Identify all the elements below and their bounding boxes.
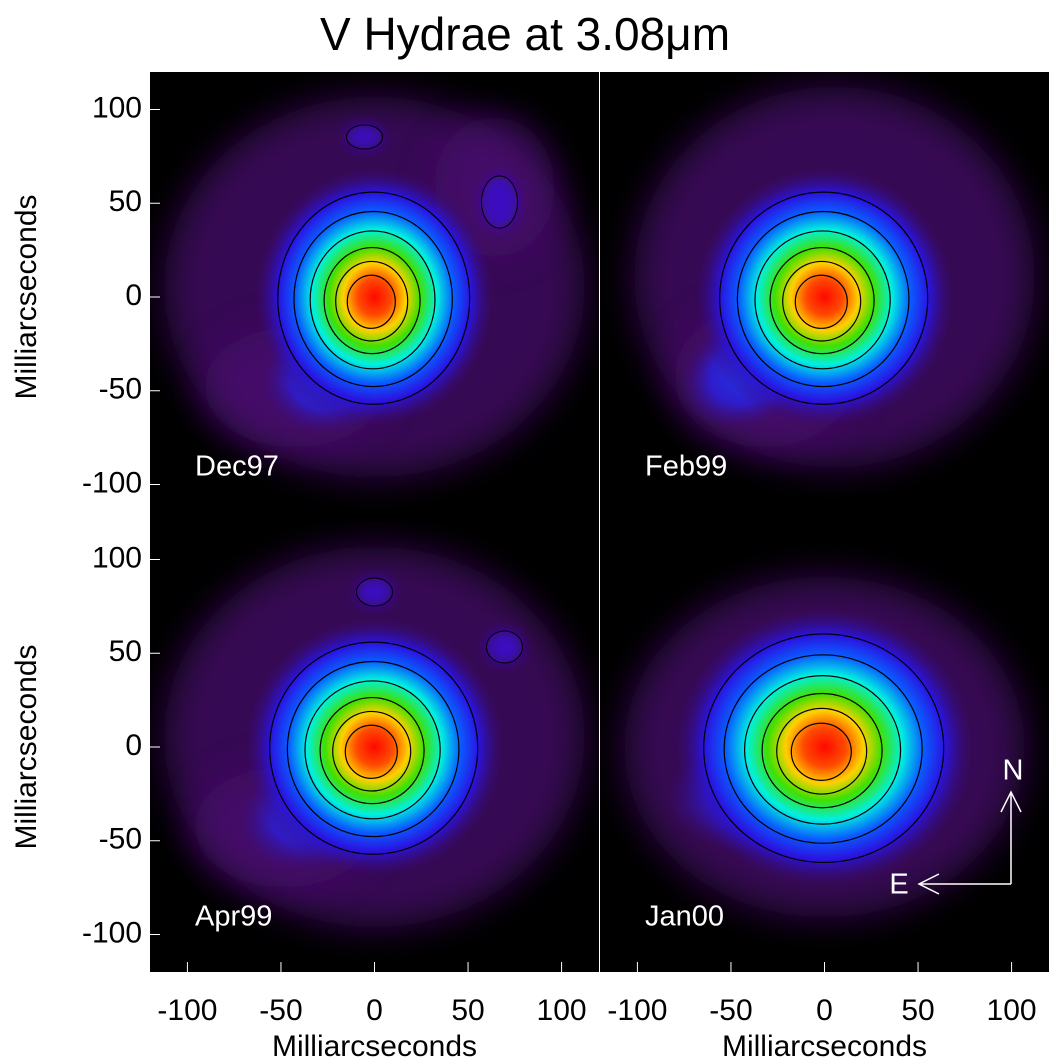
x-tick-label: -50	[709, 994, 752, 1027]
core	[254, 167, 495, 427]
contour	[769, 246, 875, 355]
contour	[269, 641, 479, 855]
knot	[356, 578, 393, 606]
y-tick-label: 100	[92, 91, 142, 124]
x-tick-label: 100	[987, 994, 1037, 1027]
contour	[723, 654, 923, 844]
knot	[346, 125, 383, 149]
y-tick-label: 100	[92, 541, 142, 574]
x-tick-label: -50	[259, 994, 302, 1027]
compass-arrows	[917, 790, 1022, 895]
contour	[743, 675, 902, 825]
contour	[332, 710, 412, 792]
contour	[346, 274, 396, 329]
contour	[790, 722, 852, 781]
contour	[782, 260, 862, 342]
x-tick-label: -100	[607, 994, 667, 1027]
contour	[277, 191, 471, 405]
x-tick-label: -100	[157, 994, 217, 1027]
core	[674, 607, 975, 887]
contour	[481, 175, 518, 229]
x-tick-label: 100	[537, 994, 587, 1027]
y-tick-label: -100	[82, 916, 142, 949]
y-axis-label: Milliarcseconds	[10, 194, 43, 399]
contour	[703, 633, 945, 864]
contour	[346, 124, 383, 150]
contour	[486, 630, 523, 664]
contour	[335, 260, 409, 342]
x-tick-label: 50	[451, 994, 484, 1027]
panel	[150, 522, 599, 972]
contour	[286, 660, 460, 838]
contour	[761, 692, 883, 809]
y-tick-label: -100	[82, 466, 142, 499]
x-tick-label: 0	[816, 994, 833, 1027]
x-axis-label: Milliarcseconds	[272, 1030, 477, 1063]
panel-label: Jan00	[645, 901, 724, 933]
contour	[293, 210, 453, 388]
chart-title: V Hydrae at 3.08μm	[320, 8, 730, 60]
contour	[356, 577, 393, 607]
contour	[304, 680, 441, 820]
contour	[754, 230, 891, 370]
x-tick-label: 0	[366, 994, 383, 1027]
panel	[600, 72, 1049, 522]
y-tick-label: 0	[125, 729, 142, 762]
contour	[794, 274, 848, 329]
y-tick-label: -50	[99, 823, 142, 856]
contour	[776, 707, 868, 795]
x-axis-label: Milliarcseconds	[722, 1030, 927, 1063]
panel-label: Apr99	[195, 901, 272, 933]
core	[244, 617, 505, 877]
contour	[736, 210, 910, 388]
compass-north: N	[1003, 755, 1024, 787]
knot	[481, 176, 518, 228]
contour	[319, 696, 425, 805]
panel	[600, 522, 1049, 972]
knot	[486, 631, 523, 663]
y-tick-label: 0	[125, 279, 142, 312]
y-tick-label: -50	[99, 373, 142, 406]
contour	[309, 230, 436, 370]
panel	[150, 72, 599, 522]
x-tick-label: 50	[901, 994, 934, 1027]
y-tick-label: 50	[109, 185, 142, 218]
y-axis-label: Milliarcseconds	[10, 644, 43, 849]
panel-label: Dec97	[195, 451, 279, 483]
contour	[323, 246, 421, 355]
compass-east: E	[889, 869, 908, 901]
core	[694, 167, 955, 427]
panel-label: Feb99	[645, 451, 727, 483]
contour	[344, 724, 398, 779]
contour	[719, 191, 929, 405]
y-tick-label: 50	[109, 635, 142, 668]
